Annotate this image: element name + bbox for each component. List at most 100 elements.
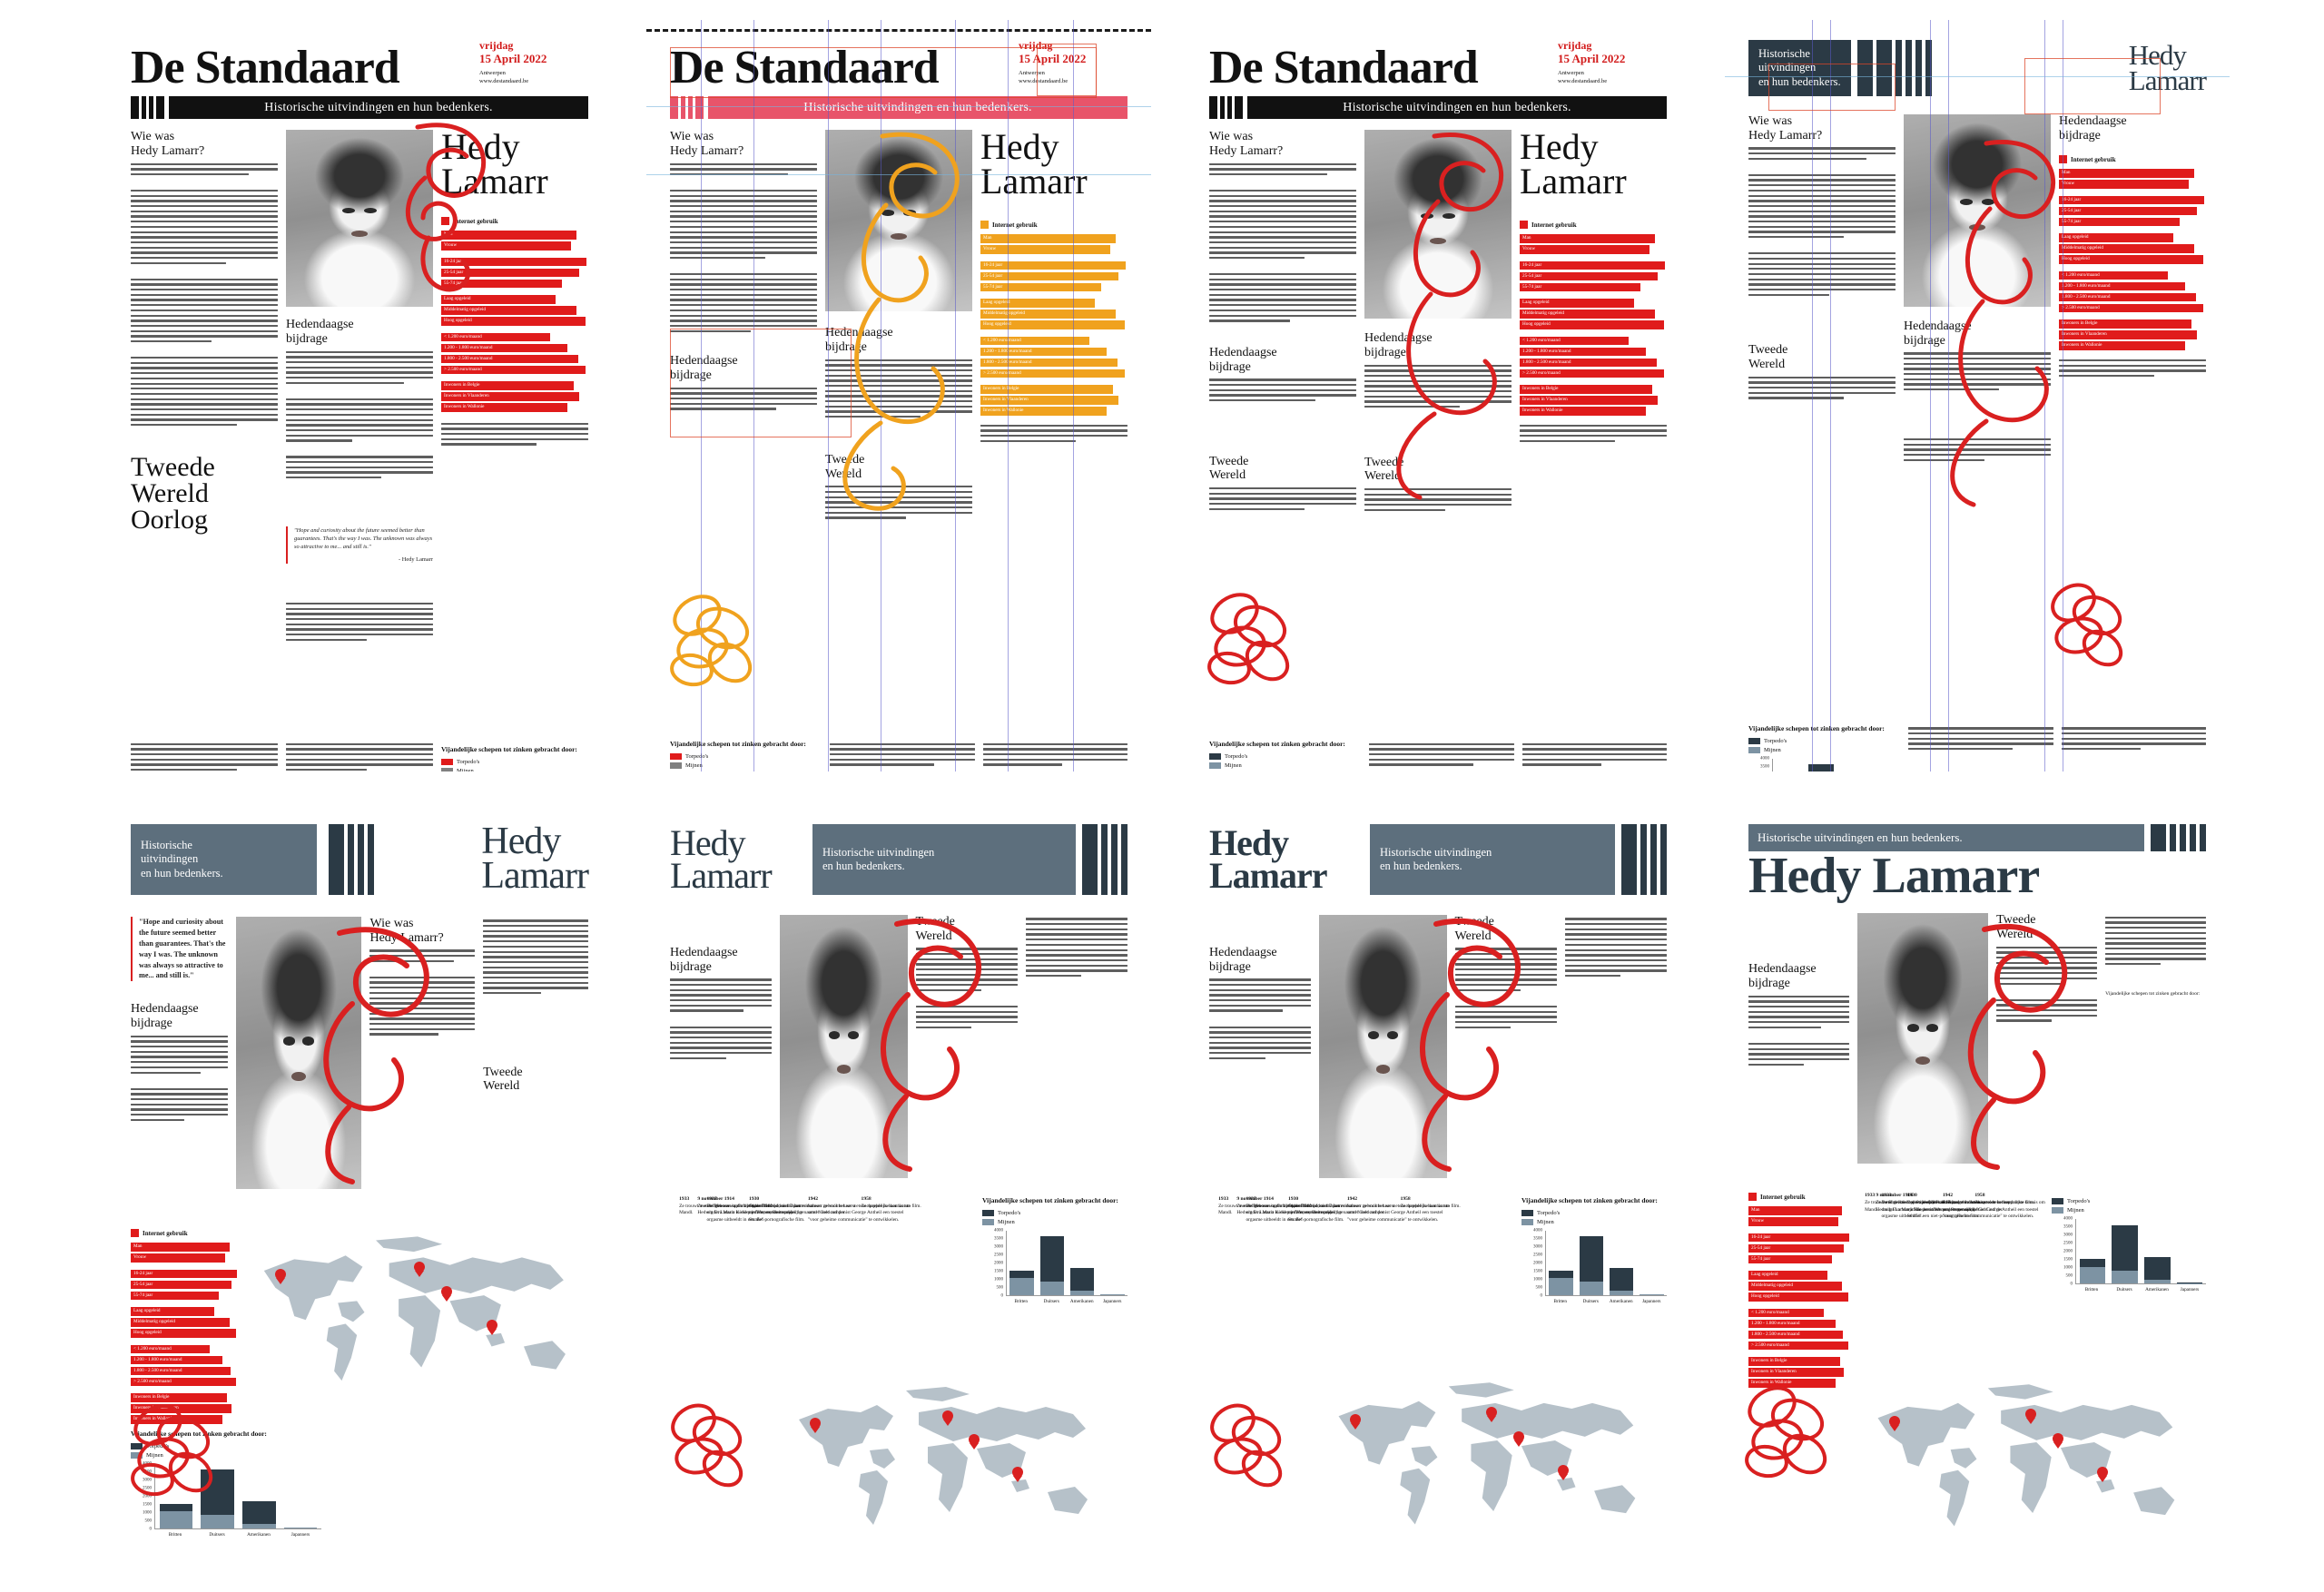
bar-row[interactable]: Man — [441, 231, 577, 240]
chart-bar[interactable] — [1840, 759, 1866, 771]
bar-row[interactable]: 16-24 jaar — [441, 257, 587, 267]
bar-row[interactable]: Inwoners in Vlaanderen — [131, 1404, 231, 1413]
map-pin-icon[interactable] — [1485, 1406, 1497, 1422]
bar-row[interactable]: Hoog opgeleid — [441, 317, 586, 326]
bar-row[interactable]: > 2.500 euro/maand — [441, 365, 586, 375]
bar-row[interactable]: Man — [1748, 1206, 1843, 1215]
chart-bar[interactable] — [1549, 1231, 1573, 1295]
bar-row[interactable]: 55-74 jaar — [131, 1291, 219, 1300]
chart-bar[interactable] — [2176, 1219, 2203, 1284]
layout-panel-7[interactable]: Hedy Lamarr Historische uitvindingen en h… — [1186, 804, 1690, 1556]
layout-panel-2[interactable]: De Standaard vrijdag 15 April 2022 Antwe… — [646, 20, 1151, 771]
bar-row[interactable]: 25-54 jaar — [2059, 206, 2198, 216]
layout-panel-3[interactable]: De Standaard vrijdag 15 April 2022 Antwe… — [1186, 20, 1690, 771]
bar-row[interactable]: Laag opgeleid — [441, 295, 556, 304]
bar-row[interactable]: 1.200 - 1.800 euro/maand — [131, 1355, 223, 1364]
bar-row[interactable]: Middelmatig opgeleid — [980, 310, 1117, 319]
bar-row[interactable]: 1.800 - 2.500 euro/maand — [1748, 1330, 1844, 1340]
bar-row[interactable]: Laag opgeleid — [980, 299, 1096, 308]
chart-bar[interactable] — [159, 1464, 193, 1528]
map-pin-icon[interactable] — [275, 1268, 287, 1284]
bar-row[interactable]: 25-54 jaar — [1520, 271, 1659, 281]
bar-row[interactable]: Inwoners in Belgie — [2059, 319, 2191, 329]
chart-bar[interactable] — [1609, 1231, 1634, 1295]
bar-row[interactable]: 25-54 jaar — [1748, 1243, 1845, 1253]
map-pin-icon[interactable] — [441, 1285, 453, 1302]
bar-row[interactable]: 55-74 jaar — [2059, 217, 2180, 227]
bar-row[interactable]: 55-74 jaar — [1748, 1254, 1832, 1264]
map-pin-icon[interactable] — [1012, 1467, 1023, 1482]
bar-row[interactable]: Man — [1520, 234, 1656, 243]
map-pin-icon[interactable] — [942, 1410, 953, 1426]
chart-bar[interactable] — [1872, 759, 1897, 771]
bar-row[interactable]: 1.800 - 2.500 euro/maand — [1520, 358, 1657, 368]
bar-row[interactable]: 25-54 jaar — [441, 268, 580, 278]
bar-row[interactable]: Laag opgeleid — [131, 1307, 215, 1316]
chart-bar[interactable] — [1640, 1231, 1664, 1295]
bar-row[interactable]: Hoog opgeleid — [2059, 255, 2203, 264]
bar-row[interactable]: Laag opgeleid — [2059, 233, 2174, 242]
bar-row[interactable]: Hoog opgeleid — [1520, 320, 1664, 329]
bar-row[interactable]: Man — [980, 234, 1117, 243]
layout-panel-4[interactable]: Historische uitvindingen en hun bedenker… — [1725, 20, 2230, 771]
bar-row[interactable]: Middelmatig opgeleid — [2059, 244, 2195, 253]
layout-panel-6[interactable]: Hedy Lamarr Historische uitvindingen en h… — [646, 804, 1151, 1556]
bar-row[interactable]: 25-54 jaar — [980, 271, 1119, 281]
map-pin-icon[interactable] — [413, 1261, 425, 1277]
world-map[interactable] — [1322, 1375, 1658, 1543]
bar-row[interactable]: 1.200 - 1.800 euro/maand — [980, 347, 1108, 357]
bar-row[interactable]: Inwoners in Vlaanderen — [1520, 396, 1659, 405]
bar-row[interactable]: Vrouw — [441, 241, 571, 251]
bar-row[interactable]: Laag opgeleid — [1520, 299, 1635, 308]
map-pin-icon[interactable] — [969, 1434, 980, 1450]
bar-row[interactable]: 1.800 - 2.500 euro/maand — [131, 1366, 231, 1375]
chart-bar[interactable] — [1069, 1231, 1095, 1295]
bar-row[interactable]: Vrouw — [1520, 245, 1649, 254]
chart-bar[interactable] — [1009, 1231, 1034, 1295]
bar-row[interactable]: > 2.500 euro/maand — [1748, 1341, 1848, 1351]
bar-row[interactable]: 55-74 jaar — [1520, 282, 1640, 292]
chart-bar[interactable] — [2144, 1219, 2171, 1284]
chart-bar[interactable] — [1100, 1231, 1125, 1295]
chart-bar[interactable] — [2112, 1219, 2138, 1284]
bar-row[interactable]: 25-54 jaar — [131, 1280, 231, 1289]
bar-row[interactable]: Inwoners in Wallonie — [980, 407, 1108, 416]
bar-row[interactable]: 1.200 - 1.800 euro/maand — [441, 343, 568, 353]
chart-bar[interactable] — [242, 1464, 276, 1528]
bar-row[interactable]: Inwoners in Wallonie — [1748, 1379, 1837, 1388]
bar-row[interactable]: 1.800 - 2.500 euro/maand — [2059, 292, 2196, 302]
bar-row[interactable]: Middelmatig opgeleid — [441, 306, 577, 315]
map-pin-icon[interactable] — [1558, 1464, 1570, 1480]
map-pin-icon[interactable] — [2052, 1432, 2063, 1449]
bar-row[interactable]: 16-24 jaar — [2059, 195, 2205, 205]
map-pin-icon[interactable] — [2024, 1408, 2036, 1424]
bar-row[interactable]: 1.200 - 1.800 euro/maand — [2059, 281, 2186, 291]
bar-row[interactable]: Hoog opgeleid — [131, 1329, 236, 1338]
bar-row[interactable]: Middelmatig opgeleid — [131, 1318, 230, 1327]
bar-row[interactable]: < 1.200 euro/maand — [1520, 336, 1629, 346]
bar-row[interactable]: 16-24 jaar — [131, 1269, 237, 1278]
bar-row[interactable]: Vrouw — [2059, 180, 2189, 189]
bar-row[interactable]: Hoog opgeleid — [1748, 1292, 1848, 1302]
chart-bar[interactable] — [1807, 759, 1834, 771]
bar-row[interactable]: Inwoners in Wallonie — [2059, 341, 2186, 350]
world-map[interactable] — [247, 1229, 588, 1400]
bar-row[interactable]: 16-24 jaar — [980, 260, 1127, 270]
bar-row[interactable]: Vrouw — [131, 1253, 225, 1263]
bar-row[interactable]: > 2.500 euro/maand — [1520, 369, 1664, 378]
map-pin-icon[interactable] — [1349, 1414, 1361, 1430]
bar-row[interactable]: 1.200 - 1.800 euro/maand — [1748, 1319, 1837, 1329]
bar-row[interactable]: < 1.200 euro/maand — [980, 336, 1089, 346]
chart-bar[interactable] — [2079, 1219, 2106, 1284]
bar-row[interactable]: Hoog opgeleid — [980, 320, 1125, 329]
chart-bar[interactable] — [283, 1464, 318, 1528]
world-map[interactable] — [783, 1380, 1109, 1543]
bar-row[interactable]: Laag opgeleid — [1748, 1271, 1828, 1280]
bar-row[interactable]: 55-74 jaar — [441, 279, 562, 289]
bar-row[interactable]: > 2.500 euro/maand — [131, 1377, 236, 1386]
layout-panel-8[interactable]: Historische uitvindingen en hun bedenker… — [1725, 804, 2230, 1556]
bar-row[interactable]: 16-24 jaar — [1520, 260, 1666, 270]
map-pin-icon[interactable] — [1888, 1416, 1900, 1432]
bar-row[interactable]: Inwoners in Belgie — [131, 1393, 228, 1402]
chart-bar[interactable] — [1039, 1231, 1065, 1295]
